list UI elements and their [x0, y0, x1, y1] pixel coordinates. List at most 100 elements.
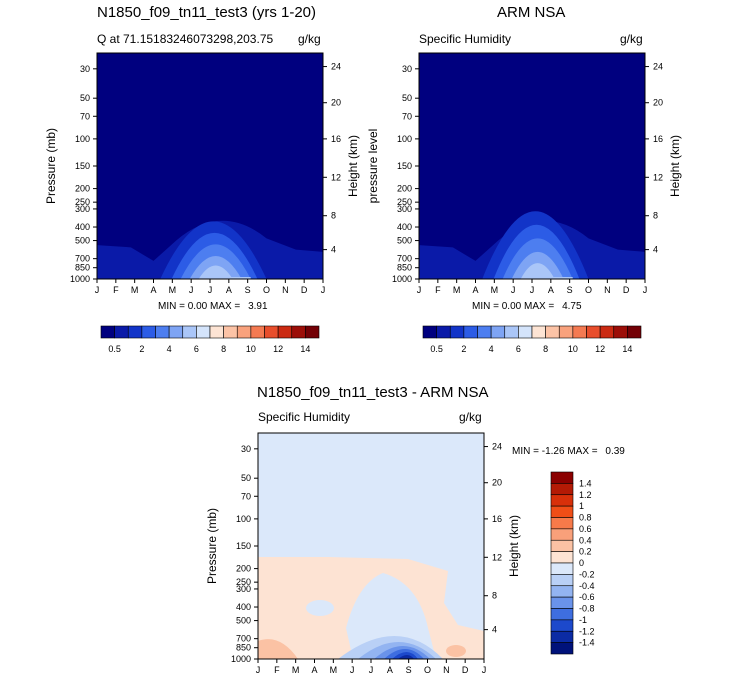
- panel3-x-tick-label: A: [311, 665, 317, 675]
- panel1-y-right-tick-label: 12: [331, 172, 341, 182]
- panel1-colorbar-label: 6: [194, 344, 199, 354]
- panel1-y-right-tick-label: 8: [331, 211, 336, 221]
- panel2-minmax: MIN = 0.00 MAX = 4.75: [472, 301, 582, 312]
- panel1-contour-field: [97, 53, 323, 279]
- panel3-colorbar-label: 1: [579, 501, 584, 511]
- panel3-subtitle-left: Specific Humidity: [258, 410, 351, 424]
- panel2-y-tick-label: 700: [397, 254, 412, 264]
- panel3-colorbar-swatch: [550, 562, 574, 575]
- panel2-y-tick-label: 30: [402, 64, 412, 74]
- panel3-colorbar-swatch: [550, 517, 574, 530]
- panel3-y-right-tick-label: 20: [492, 478, 502, 488]
- panel1-y-tick-label: 50: [80, 93, 90, 103]
- panel2-max-label: MAX =: [523, 301, 555, 312]
- panel3-colorbar-swatch: [550, 539, 574, 552]
- panel2-colorbar-swatch: [422, 325, 437, 339]
- panel1-y-tick-label: 70: [80, 111, 90, 121]
- panel2-y-tick-label: 300: [397, 204, 412, 214]
- panel2-colorbar-swatch: [518, 325, 533, 339]
- panel1-y-tick-label: 400: [75, 222, 90, 232]
- panel2-min-label: MIN =: [472, 301, 499, 312]
- panel1-y-tick-label: 300: [75, 204, 90, 214]
- panel1-y-tick-label: 200: [75, 184, 90, 194]
- panel1-min-label: MIN =: [158, 301, 185, 312]
- panel1-y-right-tick-label: 24: [331, 62, 341, 72]
- panel2-y-tick-label: 200: [397, 184, 412, 194]
- panel2-y-right-tick-label: 24: [653, 62, 663, 72]
- panel3-y-tick-label: 150: [236, 541, 251, 551]
- panel3-y-tick-label: 50: [241, 473, 251, 483]
- panel1-max-label: MAX =: [209, 301, 241, 312]
- panel1-y-tick-label: 30: [80, 64, 90, 74]
- panel3-colorbar-label: -1.2: [579, 626, 595, 636]
- panel3-colorbar-label: 0.2: [579, 547, 592, 557]
- panel1-x-tick-label: O: [263, 285, 270, 295]
- panel3-x-tick-label: F: [274, 665, 280, 675]
- panel2-x-tick-label: F: [435, 285, 441, 295]
- panel2-x-tick-label: A: [472, 285, 478, 295]
- panel3-y-tick-label: 70: [241, 491, 251, 501]
- panel3-colorbar-swatch: [550, 528, 574, 541]
- panel2-colorbar-label: 0.5: [430, 344, 443, 354]
- panel3-contour-level: [306, 600, 334, 616]
- panel1-colorbar-label: 10: [246, 344, 256, 354]
- panel3-colorbar-label: -1: [579, 615, 587, 625]
- panel1-colorbar-label: 0.5: [108, 344, 121, 354]
- panel2-x-tick-label: J: [417, 285, 422, 295]
- panel1-y-tick-label: 100: [75, 134, 90, 144]
- panel2-colorbar-swatch: [490, 325, 506, 339]
- panel2-y-right-axis-label: Height (km): [668, 135, 682, 197]
- panel1-y-right-tick-label: 4: [331, 245, 336, 255]
- panel2-y-tick-label: 400: [397, 222, 412, 232]
- panel1-colorbar-swatch: [196, 325, 211, 339]
- panel2-colorbar-swatch: [586, 325, 601, 339]
- panel3-contour-field: [258, 433, 484, 659]
- panel3-y-right-axis-label: Height (km): [507, 515, 521, 577]
- panel2-contour-level: [520, 263, 555, 279]
- panel1-colorbar-swatch: [209, 325, 224, 339]
- panel1-x-tick-label: M: [131, 285, 139, 295]
- panel2-min-value: 0.00: [501, 301, 522, 312]
- panel3-x-tick-label: J: [256, 665, 261, 675]
- panel3-x-tick-label: D: [462, 665, 469, 675]
- panel2-colorbar-label: 2: [461, 344, 466, 354]
- panel2-colorbar-label: 12: [595, 344, 605, 354]
- panel1-max-value: 3.91: [248, 301, 268, 312]
- panel2-colorbar-swatch: [477, 325, 492, 339]
- panel3-colorbar-swatch: [550, 483, 574, 496]
- panel2-x-tick-label: M: [453, 285, 461, 295]
- panel2-y-right-tick-label: 20: [653, 98, 663, 108]
- panel2-x-tick-label: N: [604, 285, 611, 295]
- panel3-colorbar-swatch: [550, 494, 574, 507]
- panel1-x-tick-label: M: [169, 285, 177, 295]
- panel3-x-tick-label: O: [424, 665, 431, 675]
- panel1-y-tick-label: 1000: [70, 274, 90, 284]
- panel1-colorbar-swatch: [277, 325, 293, 339]
- panel1-y-tick-label: 700: [75, 254, 90, 264]
- panel2-y-tick-label: 50: [402, 93, 412, 103]
- panel2-y-tick-label: 70: [402, 111, 412, 121]
- panel1-colorbar-label: 4: [167, 344, 172, 354]
- panel3-colorbar-swatch: [550, 585, 574, 598]
- panel3-x-tick-label: J: [350, 665, 355, 675]
- panel3-y-right-tick-label: 8: [492, 591, 497, 601]
- panel2-max-value: 4.75: [562, 301, 582, 312]
- panel1-colorbar-swatch: [264, 325, 279, 339]
- panel1-min-value: 0.00: [187, 301, 208, 312]
- panel2-y-tick-label: 850: [397, 263, 412, 273]
- panel2-y-tick-label: 500: [397, 236, 412, 246]
- panel2-y-right-tick-label: 8: [653, 211, 658, 221]
- panel1-contour-level: [200, 277, 251, 279]
- panel3-y-tick-label: 1000: [231, 654, 251, 664]
- panel1-x-tick-label: D: [301, 285, 308, 295]
- panel2-x-tick-label: D: [623, 285, 630, 295]
- panel2-x-tick-label: J: [643, 285, 648, 295]
- panel3-colorbar-swatch: [550, 574, 574, 587]
- panel3-colorbar-label: -0.4: [579, 581, 595, 591]
- panel1-colorbar-swatch: [155, 325, 170, 339]
- panel2-colorbar-label: 4: [489, 344, 494, 354]
- panel2-y-tick-label: 150: [397, 161, 412, 171]
- panel3-colorbar-swatch: [550, 471, 574, 484]
- panel1-colorbar-swatch: [182, 325, 197, 339]
- panel2-y-tick-label: 100: [397, 134, 412, 144]
